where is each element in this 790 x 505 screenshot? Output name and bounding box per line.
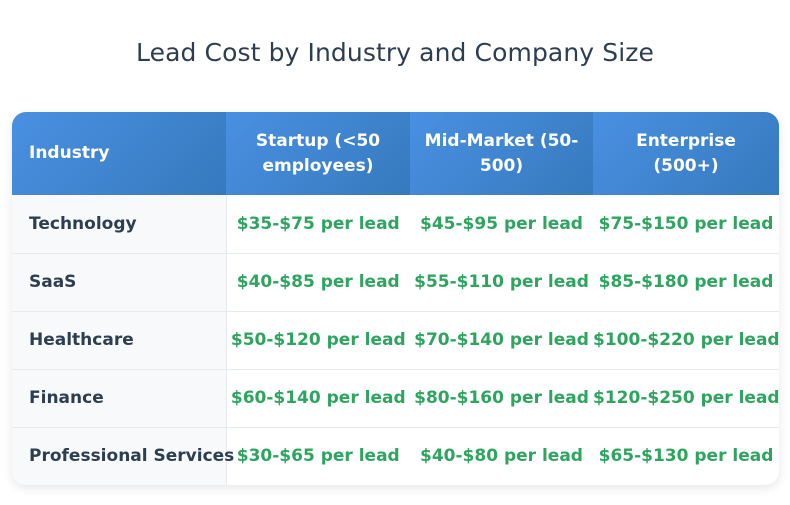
column-header-startup: Startup (<50 employees) <box>226 112 410 195</box>
enterprise-cost-cell: $100-$220 per lead <box>593 310 779 369</box>
table-row: Professional Services $30-$65 per lead $… <box>12 426 779 485</box>
mid-market-cost-cell: $80-$160 per lead <box>410 368 593 427</box>
lead-cost-table: Industry Startup (<50 employees) Mid-Mar… <box>12 112 779 485</box>
table-row: Finance $60-$140 per lead $80-$160 per l… <box>12 368 779 427</box>
industry-cell: Finance <box>12 368 227 427</box>
startup-cost-cell: $35-$75 per lead <box>236 213 400 234</box>
header-row: Industry Startup (<50 employees) Mid-Mar… <box>12 112 779 195</box>
enterprise-cost-cell: $65-$130 per lead <box>593 426 779 485</box>
startup-cost-cell: $30-$65 per lead <box>226 426 410 485</box>
enterprise-cost-cell: $75-$150 per lead <box>598 213 774 234</box>
mid-market-cost-cell: $70-$140 per lead <box>410 310 593 369</box>
industry-cell: Technology <box>12 195 227 253</box>
table-row: Technology $35-$75 per lead $45-$95 per … <box>12 195 779 253</box>
industry-cell: SaaS <box>12 252 227 311</box>
table-row: Healthcare $50-$120 per lead $70-$140 pe… <box>12 310 779 369</box>
chart-title: Lead Cost by Industry and Company Size <box>136 38 654 67</box>
data-table: Industry Startup (<50 employees) Mid-Mar… <box>12 112 779 485</box>
column-header-industry: Industry <box>12 112 226 195</box>
industry-cell: Professional Services <box>12 426 234 485</box>
column-header-enterprise: Enterprise (500+) <box>593 112 779 195</box>
enterprise-cost-cell: $120-$250 per lead <box>593 368 779 427</box>
enterprise-cost-cell: $85-$180 per lead <box>593 252 779 311</box>
startup-cost-cell: $40-$85 per lead <box>226 252 410 311</box>
column-header-mid-market: Mid-Market (50-500) <box>410 112 593 195</box>
table-row: SaaS $40-$85 per lead $55-$110 per lead … <box>12 252 779 311</box>
mid-market-cost-cell: $40-$80 per lead <box>410 426 593 485</box>
mid-market-cost-cell: $55-$110 per lead <box>410 252 593 311</box>
startup-cost-cell: $50-$120 per lead <box>226 310 410 369</box>
mid-market-cost-cell: $45-$95 per lead <box>420 213 583 234</box>
industry-cell: Healthcare <box>12 310 227 369</box>
startup-cost-cell: $60-$140 per lead <box>226 368 410 427</box>
